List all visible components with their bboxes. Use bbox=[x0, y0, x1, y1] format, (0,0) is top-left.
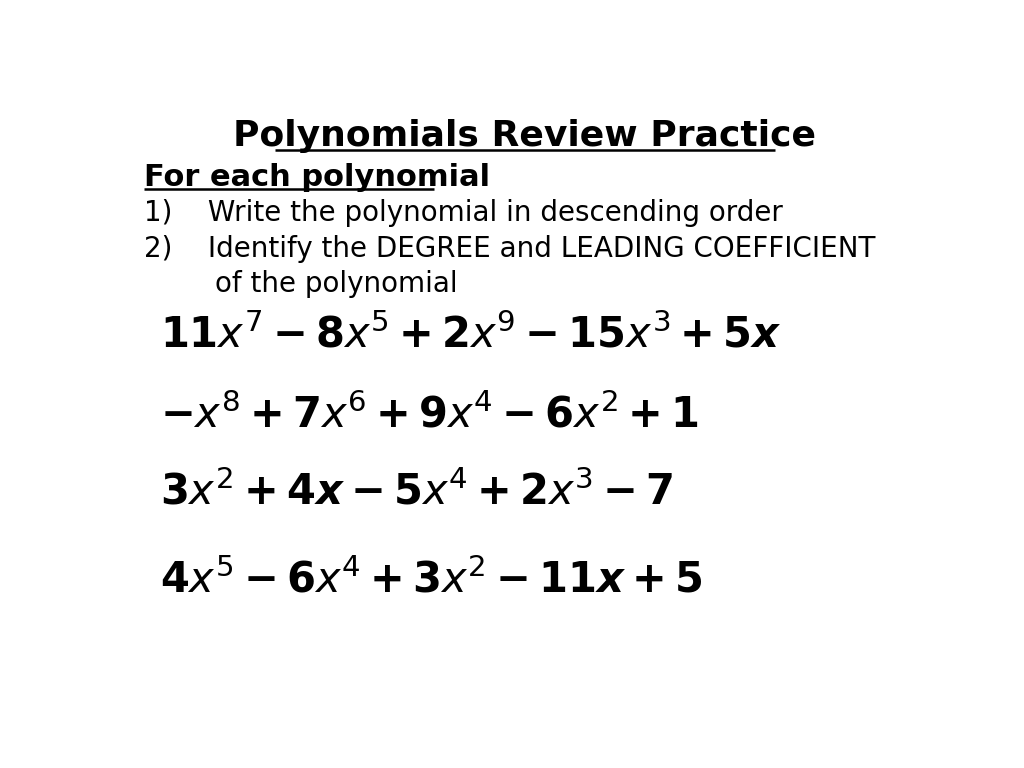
Text: $\boldsymbol{11x^{7}-8x^{5}+2x^{9}-15x^{3}+5x}$: $\boldsymbol{11x^{7}-8x^{5}+2x^{9}-15x^{… bbox=[160, 314, 781, 356]
Text: $\boldsymbol{-x^{8}+7x^{6}+9x^{4}-6x^{2}+1}$: $\boldsymbol{-x^{8}+7x^{6}+9x^{4}-6x^{2}… bbox=[160, 394, 698, 436]
Text: Polynomials Review Practice: Polynomials Review Practice bbox=[233, 119, 816, 153]
Text: $\boldsymbol{4x^{5}-6x^{4}+3x^{2}-11x+5}$: $\boldsymbol{4x^{5}-6x^{4}+3x^{2}-11x+5}… bbox=[160, 559, 702, 602]
Text: of the polynomial: of the polynomial bbox=[143, 270, 458, 297]
Text: $\boldsymbol{3x^{2}+4x-5x^{4}+2x^{3}-7}$: $\boldsymbol{3x^{2}+4x-5x^{4}+2x^{3}-7}$ bbox=[160, 471, 673, 513]
Text: For each polynomial: For each polynomial bbox=[143, 163, 490, 192]
Text: 2)    Identify the DEGREE and LEADING COEFFICIENT: 2) Identify the DEGREE and LEADING COEFF… bbox=[143, 235, 876, 263]
Text: 1)    Write the polynomial in descending order: 1) Write the polynomial in descending or… bbox=[143, 199, 782, 227]
